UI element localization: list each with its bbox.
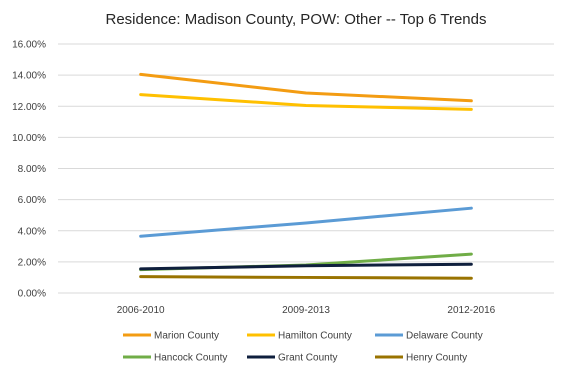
series-line (139, 206, 473, 238)
series-line (139, 275, 473, 280)
y-tick-label: 4.00% (18, 226, 46, 237)
y-tick-label: 0.00% (18, 289, 46, 300)
y-tick-label: 8.00% (18, 164, 46, 175)
series-lines (139, 72, 473, 280)
y-tick-label: 6.00% (18, 195, 46, 206)
y-tick-label: 12.00% (12, 102, 46, 113)
y-tick-label: 2.00% (18, 257, 46, 268)
legend-label: Grant County (278, 353, 337, 364)
legend: Marion County Hamilton County Delaware Cou… (123, 331, 483, 364)
x-tick-label: 2006-2010 (117, 305, 165, 316)
legend-label: Hancock County (154, 353, 227, 364)
gridlines (58, 43, 554, 294)
x-tick-label: 2009-2013 (282, 305, 330, 316)
legend-label: Hamilton County (278, 331, 352, 342)
legend-label: Marion County (154, 331, 219, 342)
chart-title: Residence: Madison County, POW: Other --… (105, 11, 486, 28)
series-line (139, 262, 473, 271)
y-tick-label: 16.00% (12, 40, 46, 51)
x-axis-ticks: 2006-2010 2009-2013 2012-2016 (117, 305, 496, 316)
series-line (139, 93, 473, 111)
y-tick-label: 14.00% (12, 71, 46, 82)
y-tick-label: 10.00% (12, 133, 46, 144)
legend-label: Henry County (406, 353, 467, 364)
y-axis-ticks: 0.00% 2.00% 4.00% 6.00% 8.00% 10.00% 12.00% 14.… (12, 40, 46, 300)
series-line (139, 72, 473, 103)
x-tick-label: 2012-2016 (447, 305, 495, 316)
legend-label: Delaware County (406, 331, 483, 342)
